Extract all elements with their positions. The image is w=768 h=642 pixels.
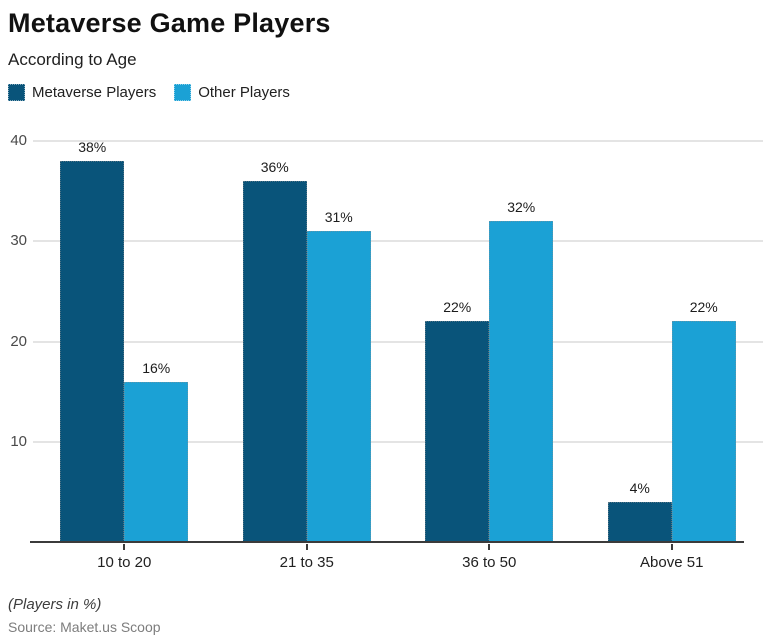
legend: Metaverse Players Other Players (8, 84, 290, 101)
bar-other-10-to-20 (124, 381, 189, 542)
bar-value-label: 4% (629, 479, 650, 496)
x-tick-label: 10 to 20 (97, 554, 152, 571)
chart-source: Source: Maket.us Scoop (8, 619, 161, 635)
bar-metaverse-36-to-50 (425, 321, 490, 542)
plot-area: 38% 16% 10 to 20 36% 31% 21 to 35 22% 32% 36 to … (33, 139, 763, 571)
y-tick-label-10: 10 (10, 432, 27, 450)
x-tick-label: Above 51 (640, 554, 704, 571)
bar-other-21-to-35 (306, 231, 371, 542)
gridline-20 (33, 340, 763, 343)
bar-value-label: 22% (689, 299, 718, 316)
legend-item-other-players: Other Players (174, 84, 290, 101)
bar-value-label: 36% (260, 159, 289, 176)
x-tick-label: 21 to 35 (279, 554, 334, 571)
gridline-40 (33, 140, 763, 142)
y-tick-label-30: 30 (10, 232, 27, 250)
legend-label: Metaverse Players (32, 84, 157, 101)
y-tick-label-40: 40 (10, 132, 27, 149)
gridline-30 (33, 240, 763, 243)
y-axis-labels: 10 20 30 40 (0, 132, 27, 542)
bar-other-above-51 (671, 321, 736, 542)
legend-label: Other Players (198, 84, 290, 101)
bar-metaverse-21-to-35 (242, 181, 307, 542)
x-axis-tick (305, 544, 308, 550)
x-axis-tick (670, 544, 673, 550)
chart-subtitle: According to Age (8, 50, 137, 69)
bar-value-label: 22% (443, 299, 472, 316)
bar-other-36-to-50 (489, 221, 554, 542)
bar-value-label: 32% (507, 199, 536, 216)
legend-swatch-icon (8, 84, 25, 101)
bar-metaverse-above-51 (607, 501, 672, 542)
bar-metaverse-10-to-20 (60, 161, 125, 542)
bar-value-label: 16% (142, 359, 171, 376)
legend-swatch-icon (174, 84, 192, 101)
y-tick-label-20: 20 (10, 332, 27, 350)
x-axis-tick (123, 544, 126, 550)
chart-footnote: (Players in %) (8, 596, 102, 613)
x-axis-tick (488, 544, 491, 550)
legend-item-metaverse-players: Metaverse Players (8, 84, 156, 101)
gridline-10 (33, 440, 763, 443)
bar-value-label: 38% (78, 139, 107, 156)
chart-title: Metaverse Game Players (8, 8, 331, 38)
x-axis-line (30, 541, 744, 543)
bar-value-label: 31% (324, 209, 353, 226)
x-tick-label: 36 to 50 (462, 554, 517, 571)
